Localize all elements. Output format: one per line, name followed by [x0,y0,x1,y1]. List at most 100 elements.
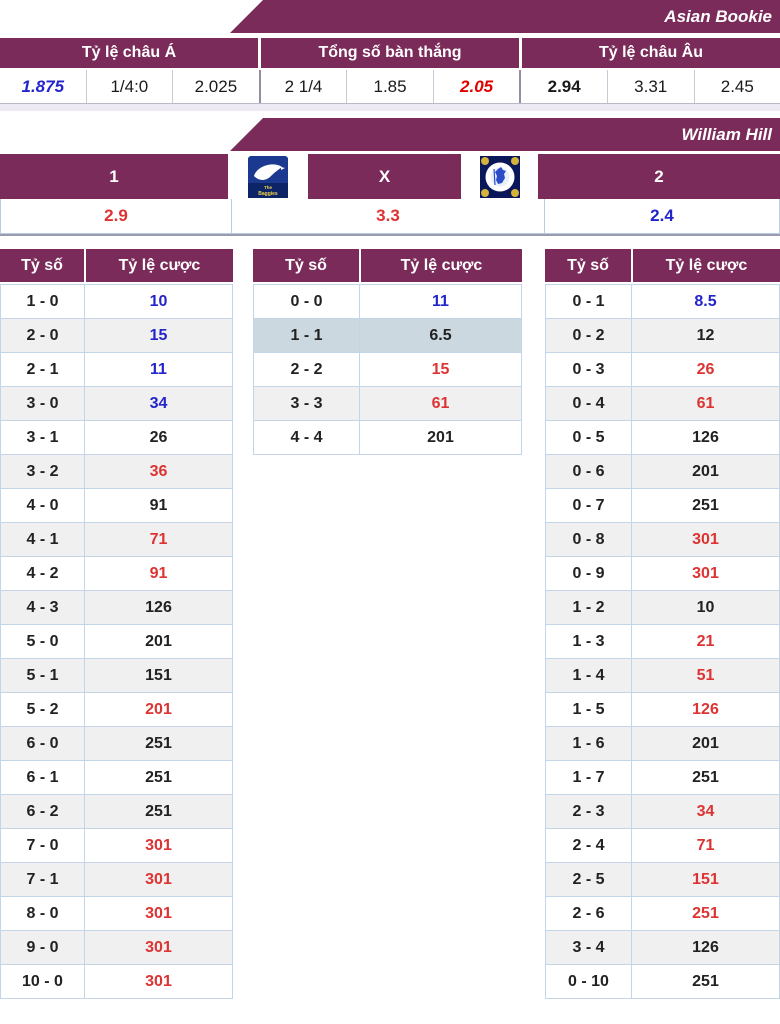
score-cell: 9 - 0 [1,931,85,964]
score-column-header: Tỷ số [0,249,84,282]
score-row: 2 - 3 34 [546,795,779,829]
score-row: 9 - 0 301 [1,931,232,965]
asian-bookie-banner-row: Asian Bookie [0,0,780,33]
score-cell: 4 - 3 [1,591,85,624]
score-row: 0 - 6 201 [546,455,779,489]
score-cell: 6 - 0 [1,727,85,760]
score-row: 4 - 1 71 [1,523,232,557]
score-cell: 1 - 3 [546,625,632,658]
home-win-label: 1 [0,154,230,199]
asian-bookie-link[interactable]: Asian Bookie [664,7,772,26]
svg-text:The: The [264,185,272,190]
odds-cell: 201 [427,429,454,446]
score-row: 3 - 3 61 [254,387,521,421]
score-row: 1 - 6 201 [546,727,779,761]
odds-cell: 11 [150,361,167,378]
asian-odds-value: 1/4:0 [86,70,174,103]
score-row: 0 - 2 12 [546,319,779,353]
score-cell: 5 - 0 [1,625,85,658]
score-row: 0 - 8 301 [546,523,779,557]
score-cell: 7 - 1 [1,863,85,896]
odds-cell: 61 [696,395,715,412]
score-cell: 1 - 6 [546,727,632,760]
score-cell: 4 - 0 [1,489,85,522]
score-row: 7 - 1 301 [1,863,232,897]
odds-cell: 301 [145,973,172,990]
score-cell: 3 - 2 [1,455,85,488]
odds-cell: 61 [431,395,450,412]
score-cell: 0 - 1 [546,285,632,318]
asian-odds-value: 2.94 [521,70,608,103]
asian-odds-table: Tỷ lệ châu Á Tổng số bàn thắng Tỷ lệ châ… [0,38,780,104]
away-win-label: 2 [538,154,780,199]
odds-cell: 6.5 [429,327,452,344]
score-row: 0 - 10 251 [546,965,779,999]
score-cell: 3 - 3 [254,387,360,420]
odds-cell: 15 [431,361,450,378]
score-row: 0 - 7 251 [546,489,779,523]
score-row: 1 - 3 21 [546,625,779,659]
score-row: 8 - 0 301 [1,897,232,931]
score-row: 4 - 3 126 [1,591,232,625]
away-odds-value: 2.4 [545,199,779,233]
odds-cell: 10 [149,293,168,310]
score-cell: 4 - 4 [254,421,360,454]
odds-cell: 151 [145,667,172,684]
odds-cell: 301 [145,837,172,854]
score-column-header: Tỷ số [545,249,631,282]
score-row: 4 - 0 91 [1,489,232,523]
odds-cell: 12 [696,327,715,344]
score-row: 0 - 0 11 [254,285,521,319]
william-hill-link[interactable]: William Hill [681,125,772,144]
score-row: 2 - 0 15 [1,319,232,353]
odds-cell: 126 [692,701,719,718]
score-cell: 2 - 5 [546,863,632,896]
asian-odds-value: 2.05 [433,70,522,103]
asian-handicap-header: Tỷ lệ châu Á [0,38,258,68]
score-cell: 2 - 3 [546,795,632,828]
score-table-body: 1 - 0 10 2 - 0 15 2 - 1 11 3 - 0 34 3 - 1 26 3 - 2… [0,284,233,999]
score-row: 5 - 2 201 [1,693,232,727]
score-cell: 0 - 0 [254,285,360,318]
score-cell: 3 - 0 [1,387,85,420]
odds-cell: 91 [149,497,168,514]
asian-odds-value: 1.85 [347,70,434,103]
odds-cell: 91 [149,565,168,582]
odds-cell: 201 [692,463,719,480]
score-row: 2 - 1 11 [1,353,232,387]
score-cell: 2 - 0 [1,319,85,352]
odds-cell: 301 [145,939,172,956]
score-row: 10 - 0 301 [1,965,232,999]
score-row: 4 - 2 91 [1,557,232,591]
william-hill-banner-row: William Hill [0,118,780,151]
home-odds-value: 2.9 [1,199,232,233]
score-row: 1 - 4 51 [546,659,779,693]
score-row: 0 - 9 301 [546,557,779,591]
odds-cell: 34 [696,803,715,820]
score-row: 3 - 0 34 [1,387,232,421]
score-cell: 1 - 5 [546,693,632,726]
score-row: 4 - 4 201 [254,421,521,455]
odds-cell: 301 [145,905,172,922]
odds-cell: 251 [145,769,172,786]
odds-column-header: Tỷ lệ cược [633,249,780,282]
section-divider [0,104,780,111]
score-cell: 10 - 0 [1,965,85,998]
score-row: 0 - 1 8.5 [546,285,779,319]
score-cell: 1 - 2 [546,591,632,624]
score-row: 6 - 1 251 [1,761,232,795]
odds-cell: 15 [149,327,168,344]
score-cell: 2 - 2 [254,353,360,386]
west-brom-crest-icon: The Baggies [248,155,288,198]
european-odds-header: Tỷ lệ châu Âu [522,38,780,68]
odds-cell: 151 [692,871,719,888]
score-cell: 2 - 4 [546,829,632,862]
odds-cell: 34 [149,395,168,412]
odds-cell: 26 [696,361,715,378]
score-cell: 1 - 1 [254,319,360,352]
score-cell: 0 - 7 [546,489,632,522]
score-table-header: Tỷ số Tỷ lệ cược [545,249,780,282]
home-score-table: Tỷ số Tỷ lệ cược 1 - 0 10 2 - 0 15 2 - 1 11 3 - … [0,249,233,999]
odds-cell: 301 [692,565,719,582]
score-cell: 2 - 1 [1,353,85,386]
